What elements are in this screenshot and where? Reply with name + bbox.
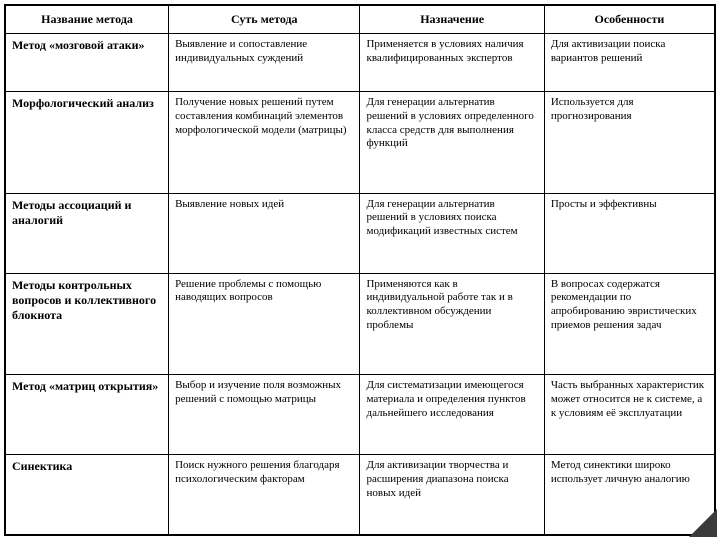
cell-essence: Выявление и сопоставление индивидуальных… [169, 34, 360, 92]
cell-purpose: Для генерации альтернатив решений в усло… [360, 193, 544, 273]
cell-name: Метод «мозговой атаки» [6, 34, 169, 92]
cell-features: Используется для прогнозирования [544, 92, 714, 194]
cell-purpose: Применяется в условиях наличия квалифици… [360, 34, 544, 92]
cell-name: Синектика [6, 455, 169, 535]
table-header-row: Название метода Суть метода Назначение О… [6, 6, 715, 34]
page-corner-fold-icon [689, 509, 717, 537]
cell-purpose: Для генерации альтернатив решений в усло… [360, 92, 544, 194]
table-row: Синектика Поиск нужного решения благодар… [6, 455, 715, 535]
cell-name: Методы ассоциаций и аналогий [6, 193, 169, 273]
cell-name: Методы контрольных вопросов и коллективн… [6, 273, 169, 375]
cell-features: Часть выбранных характеристик может отно… [544, 375, 714, 455]
cell-essence: Выбор и изучение поля возможных решений … [169, 375, 360, 455]
cell-essence: Поиск нужного решения благодаря психолог… [169, 455, 360, 535]
methods-table: Название метода Суть метода Назначение О… [5, 5, 715, 535]
cell-name: Метод «матриц открытия» [6, 375, 169, 455]
table-row: Морфологический анализ Получение новых р… [6, 92, 715, 194]
cell-name: Морфологический анализ [6, 92, 169, 194]
cell-essence: Решение проблемы с помощью наводящих воп… [169, 273, 360, 375]
cell-features: Для активизации поиска вариантов решений [544, 34, 714, 92]
cell-features: В вопросах содержатся рекомендации по ап… [544, 273, 714, 375]
table-row: Методы ассоциаций и аналогий Выявление н… [6, 193, 715, 273]
cell-purpose: Для активизации творчества и расширения … [360, 455, 544, 535]
col-header-purpose: Назначение [360, 6, 544, 34]
col-header-features: Особенности [544, 6, 714, 34]
col-header-essence: Суть метода [169, 6, 360, 34]
table-row: Методы контрольных вопросов и коллективн… [6, 273, 715, 375]
cell-purpose: Для систематизации имеющегося материала … [360, 375, 544, 455]
cell-purpose: Применяются как в индивидуальной работе … [360, 273, 544, 375]
methods-table-container: Название метода Суть метода Назначение О… [4, 4, 716, 536]
col-header-name: Название метода [6, 6, 169, 34]
cell-essence: Получение новых решений путем составлени… [169, 92, 360, 194]
cell-features: Просты и эффективны [544, 193, 714, 273]
table-row: Метод «матриц открытия» Выбор и изучение… [6, 375, 715, 455]
cell-essence: Выявление новых идей [169, 193, 360, 273]
table-row: Метод «мозговой атаки» Выявление и сопос… [6, 34, 715, 92]
